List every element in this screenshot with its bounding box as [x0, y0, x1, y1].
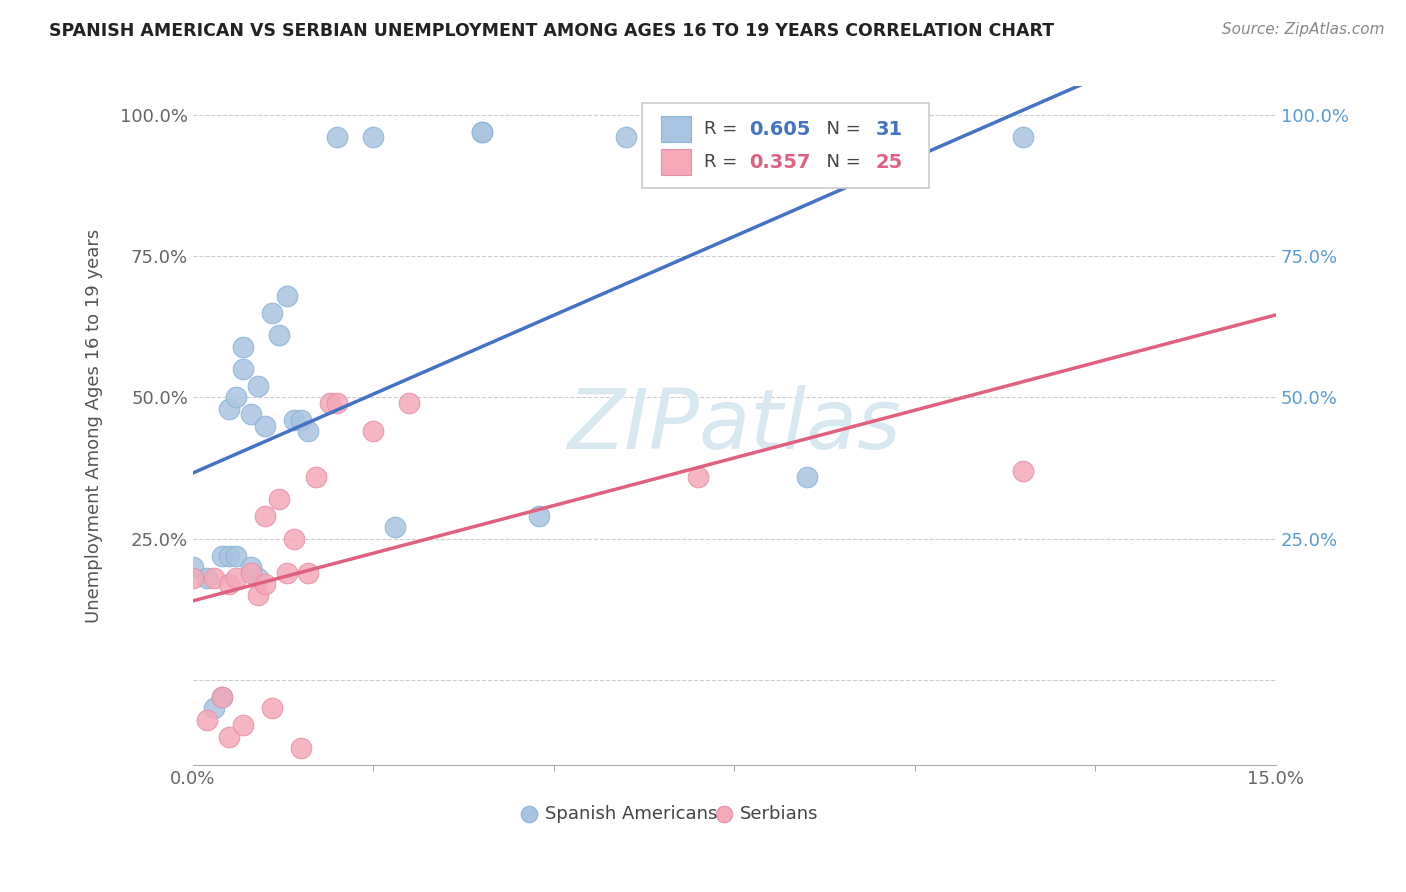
Point: [218, 549, 240, 563]
Point: [276, 566, 298, 580]
Point: [204, 571, 226, 585]
Point: [283, 532, 305, 546]
Point: [232, 718, 254, 732]
Text: R =: R =: [704, 120, 742, 138]
Text: Serbians: Serbians: [740, 805, 818, 823]
Point: [614, 130, 637, 145]
Point: [319, 396, 342, 410]
Point: [384, 520, 406, 534]
Text: Spanish Americans: Spanish Americans: [546, 805, 717, 823]
Y-axis label: Unemployment Among Ages 16 to 19 years: Unemployment Among Ages 16 to 19 years: [86, 228, 103, 623]
Point: [326, 130, 349, 145]
Point: [471, 125, 494, 139]
FancyBboxPatch shape: [661, 116, 692, 142]
Point: [246, 379, 269, 393]
Point: [254, 509, 277, 524]
Point: [195, 713, 218, 727]
Point: [225, 571, 247, 585]
Point: [297, 425, 319, 439]
Text: 31: 31: [875, 120, 903, 138]
Point: [688, 469, 710, 483]
Point: [398, 396, 420, 410]
Text: N =: N =: [814, 153, 866, 171]
Point: [218, 730, 240, 744]
Point: [326, 396, 349, 410]
Text: Source: ZipAtlas.com: Source: ZipAtlas.com: [1222, 22, 1385, 37]
Point: [529, 509, 551, 524]
Point: [225, 549, 247, 563]
Point: [297, 566, 319, 580]
Point: [304, 469, 326, 483]
Point: [269, 492, 291, 507]
Point: [204, 701, 226, 715]
Point: [276, 288, 298, 302]
Point: [290, 741, 312, 756]
Point: [211, 690, 233, 705]
Point: [232, 362, 254, 376]
FancyBboxPatch shape: [661, 150, 692, 175]
Point: [254, 418, 277, 433]
Point: [246, 571, 269, 585]
Point: [290, 413, 312, 427]
Point: [363, 130, 385, 145]
Point: [239, 560, 262, 574]
Point: [225, 391, 247, 405]
Point: [1012, 464, 1035, 478]
Point: [796, 469, 818, 483]
Point: [218, 577, 240, 591]
Text: 0.605: 0.605: [749, 120, 811, 138]
Point: [269, 328, 291, 343]
Point: [218, 401, 240, 416]
Point: [246, 588, 269, 602]
Point: [211, 549, 233, 563]
Point: [181, 571, 204, 585]
Point: [471, 125, 494, 139]
Point: [254, 577, 277, 591]
Text: SPANISH AMERICAN VS SERBIAN UNEMPLOYMENT AMONG AGES 16 TO 19 YEARS CORRELATION C: SPANISH AMERICAN VS SERBIAN UNEMPLOYMENT…: [49, 22, 1054, 40]
Point: [1012, 130, 1035, 145]
Point: [181, 560, 204, 574]
Point: [232, 339, 254, 353]
Text: ZIPatlas: ZIPatlas: [568, 385, 901, 467]
FancyBboxPatch shape: [643, 103, 929, 188]
Text: 25: 25: [875, 153, 903, 172]
Point: [211, 690, 233, 705]
Point: [262, 305, 284, 319]
Point: [195, 571, 218, 585]
Point: [239, 566, 262, 580]
Text: R =: R =: [704, 153, 742, 171]
Point: [283, 413, 305, 427]
Text: 0.357: 0.357: [749, 153, 811, 172]
Text: N =: N =: [814, 120, 866, 138]
Point: [262, 701, 284, 715]
Point: [363, 425, 385, 439]
Point: [239, 408, 262, 422]
